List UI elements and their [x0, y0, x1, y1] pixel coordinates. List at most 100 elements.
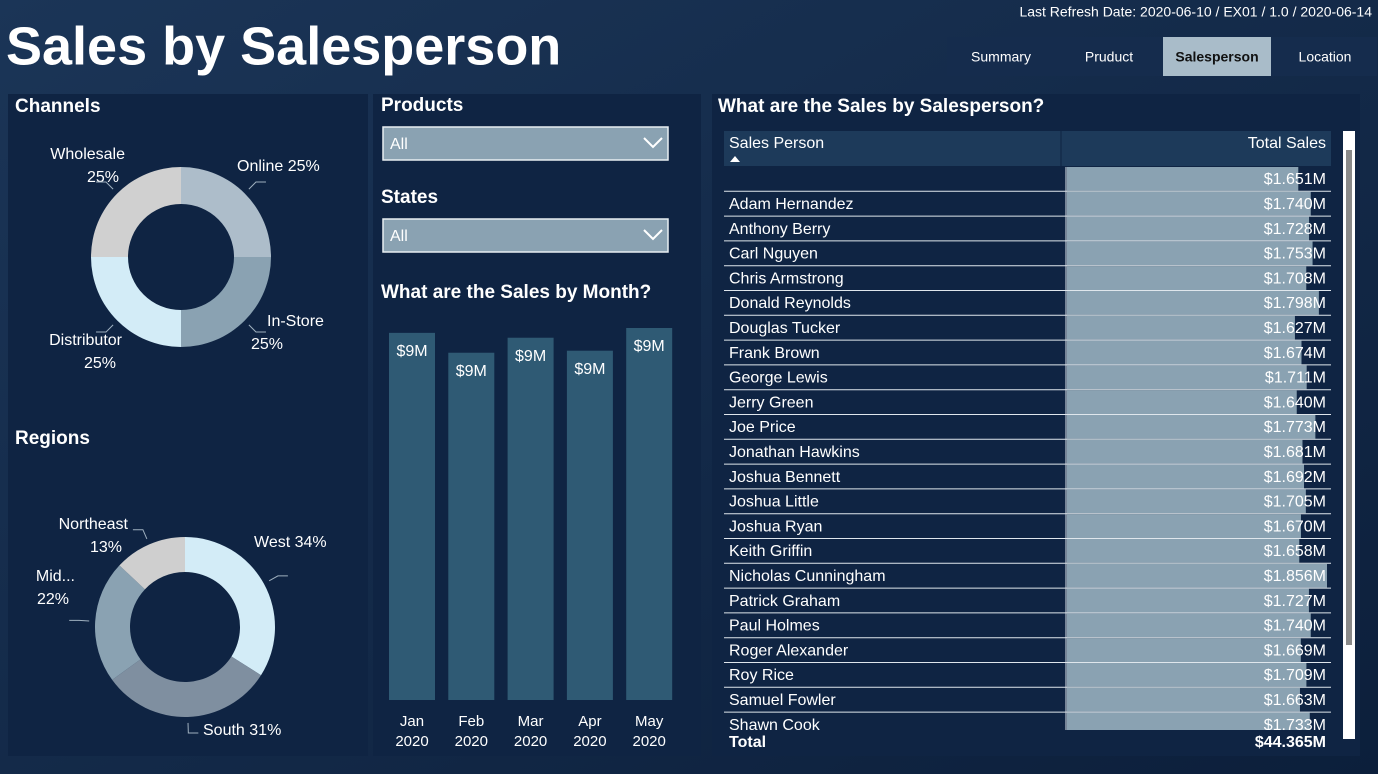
leader-line [69, 619, 90, 622]
cell-name: Anthony Berry [729, 221, 830, 238]
cell-name: Joshua Bennett [729, 469, 841, 486]
bar [566, 350, 613, 700]
donut-label: In-Store 25% [251, 313, 324, 353]
cell-name: Donald Reynolds [729, 295, 851, 312]
cell-value: $1.709M [1264, 667, 1326, 684]
page-title: Sales by Salesperson [6, 16, 561, 76]
bar-value-label: $9M [456, 363, 487, 380]
cell-value: $1.753M [1264, 246, 1326, 263]
label-name: Online [237, 158, 283, 175]
bar [448, 352, 495, 700]
cell-value: $1.733M [1264, 717, 1326, 734]
column-header[interactable]: Sales Person [729, 135, 824, 152]
x-tick-label: Apr 2020 [573, 713, 607, 750]
label-name: Distributor [49, 332, 123, 349]
dropdown[interactable] [382, 218, 669, 253]
cell-value: $1.640M [1264, 394, 1326, 411]
donut-slice [185, 537, 275, 676]
data-bar [1067, 266, 1307, 290]
cell-value: $1.708M [1264, 270, 1326, 287]
cell-name: George Lewis [729, 370, 828, 387]
dropdown[interactable] [382, 126, 669, 161]
data-bar [1067, 315, 1295, 340]
filter-label: Products [381, 95, 463, 116]
total-label: Total [729, 734, 766, 751]
section-title: Regions [15, 428, 90, 449]
data-bar [1067, 464, 1305, 489]
scrollbar-thumb[interactable] [1346, 150, 1352, 645]
donut-label: Online 25% [237, 158, 320, 175]
dropdown-chevron [643, 229, 663, 241]
cell-value: $1.727M [1264, 593, 1326, 610]
label-name: Wholesale [50, 146, 125, 163]
data-bar [1067, 588, 1309, 613]
sort-arrow [730, 156, 740, 162]
data-bar [1067, 390, 1297, 414]
bar-value-label: $9M [574, 361, 605, 378]
refresh-date: Last Refresh Date: 2020-06-10 / EX01 / 1… [1019, 4, 1372, 20]
label-name: In-Store [267, 313, 324, 330]
leader-line [248, 181, 266, 190]
donut-slice [181, 257, 271, 347]
cell-name: Joshua Little [729, 494, 819, 511]
nav-tab[interactable]: Location [1299, 49, 1352, 65]
x-tick-label: Feb 2020 [454, 713, 488, 750]
nav-tab-active [1163, 37, 1271, 76]
nav-tab[interactable]: Summary [971, 49, 1031, 65]
nav-tab[interactable]: Pruduct [1085, 49, 1133, 65]
nav-tab[interactable]: Salesperson [1175, 49, 1258, 65]
data-bar [1067, 489, 1306, 514]
donut-slice [91, 167, 181, 257]
label-value: 25% [251, 336, 283, 353]
column-header[interactable]: Total Sales [1248, 135, 1326, 152]
cell-value: $1.798M [1264, 295, 1326, 312]
cell-name: Frank Brown [729, 345, 820, 362]
leader-line [187, 722, 199, 734]
bar [389, 332, 435, 700]
cell-value: $1.856M [1264, 568, 1326, 585]
label-value: 22% [37, 591, 69, 608]
cell-name: Keith Griffin [729, 543, 812, 560]
leader-line [132, 529, 148, 540]
cell-name: Samuel Fowler [729, 692, 836, 709]
cell-name: Roger Alexander [729, 642, 849, 659]
data-bar [1067, 241, 1313, 266]
cell-name: Nicholas Cunningham [729, 568, 886, 585]
bar [626, 328, 673, 700]
cell-name: Shawn Cook [729, 717, 821, 734]
x-tick-label: Jan 2020 [395, 713, 429, 750]
cell-value: $1.705M [1264, 494, 1326, 511]
cell-name: Adam Hernandez [729, 196, 854, 213]
label-name: Mid... [36, 568, 75, 585]
data-bar [1067, 712, 1310, 730]
cell-name: Roy Rice [729, 667, 794, 684]
section-title: Channels [15, 96, 101, 117]
cell-value: $1.670M [1264, 518, 1326, 535]
label-value: 13% [90, 539, 122, 556]
cell-value: $1.740M [1264, 196, 1326, 213]
dropdown-value: All [390, 136, 408, 153]
label-name: South [203, 722, 245, 739]
x-tick-label: Mar 2020 [514, 713, 547, 750]
x-tick-label: Apr 2020 [573, 713, 607, 750]
donut-slice [112, 656, 261, 717]
data-bar [1067, 638, 1301, 662]
data-bar [1067, 365, 1307, 390]
label-value: 25% [288, 158, 320, 175]
data-bar [1067, 663, 1307, 687]
cell-value: $1.692M [1264, 469, 1326, 486]
cell-value: $1.740M [1264, 618, 1326, 635]
dropdown-value: All [390, 228, 408, 245]
x-tick-label: Jan 2020 [395, 713, 429, 750]
cell-name: Patrick Graham [729, 593, 840, 610]
donut-slice [119, 537, 185, 590]
data-bar [1067, 340, 1302, 365]
cell-name: Chris Armstrong [729, 270, 844, 287]
donut-label: West 34% [254, 534, 327, 551]
cell-value: $1.681M [1264, 444, 1326, 461]
cell-value: $1.773M [1264, 419, 1326, 436]
cell-value: $1.651M [1264, 171, 1326, 188]
bar [507, 337, 554, 700]
data-bar [1067, 415, 1316, 439]
